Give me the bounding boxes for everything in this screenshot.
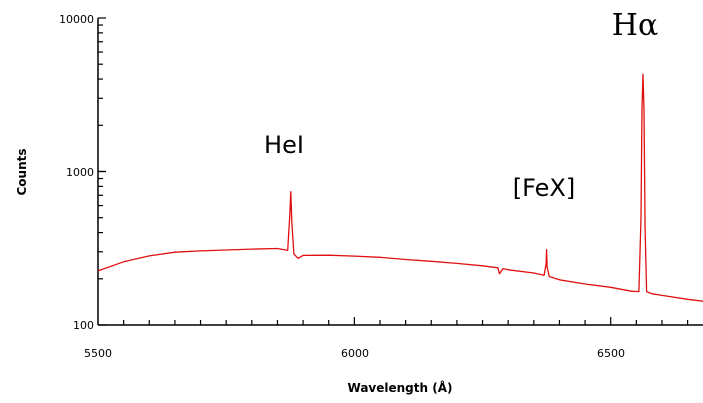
x-tick-label-5500: 5500: [84, 347, 112, 360]
y-axis-title: Counts: [15, 148, 29, 195]
spectrum-line: [97, 73, 703, 302]
y-tick-label-1000: 1000: [66, 166, 94, 179]
annotation-hei: HeI: [264, 131, 304, 159]
annotation-fex: [FeX]: [513, 174, 575, 202]
x-axis-title: Wavelength (Å): [348, 380, 453, 395]
x-tick-label-6500: 6500: [597, 347, 625, 360]
annotation-halpha: Hα: [612, 8, 658, 43]
x-tick-label-6000: 6000: [341, 347, 369, 360]
y-tick-label-100: 100: [73, 319, 94, 332]
axes: [97, 18, 703, 326]
ticks: [98, 17, 689, 326]
y-tick-label-10000: 10000: [59, 13, 94, 26]
